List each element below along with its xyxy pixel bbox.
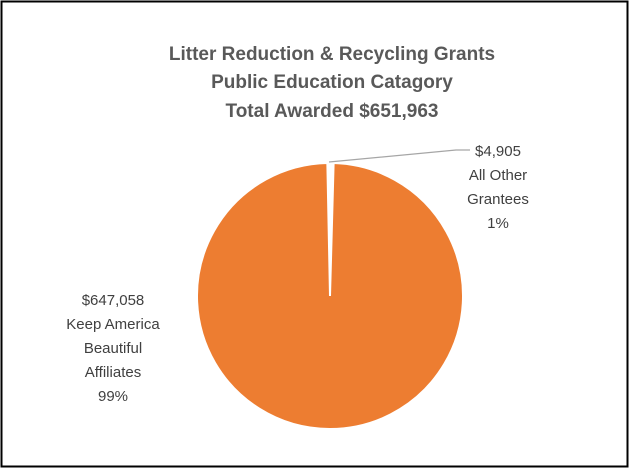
data-label-all-other-grantees: $4,905 All Other Grantees 1% [467,143,529,232]
pie-slice-keep-america-beautiful-affiliates [196,162,464,430]
slice-label-line: 99% [98,388,128,405]
slice-label-line: Beautiful [84,340,142,357]
chart-title: Litter Reduction & Recycling Grants Publ… [169,44,495,122]
chart-title-line-3: Total Awarded $651,963 [226,101,439,122]
pie-slices [196,162,464,430]
slice-label-line: Grantees [467,191,529,208]
slice-label-line: All Other [469,167,527,184]
slice-label-line: 1% [487,215,509,232]
slice-label-line: Affiliates [85,364,141,381]
data-label-keep-america-beautiful: $647,058 Keep America Beautiful Affiliat… [66,292,160,405]
slice-label-line: $4,905 [475,143,521,160]
slice-label-line: $647,058 [82,292,145,309]
slice-label-line: Keep America [66,316,160,333]
chart-title-line-2: Public Education Catagory [211,72,453,93]
chart-title-line-1: Litter Reduction & Recycling Grants [169,44,495,65]
leader-line [328,149,470,163]
